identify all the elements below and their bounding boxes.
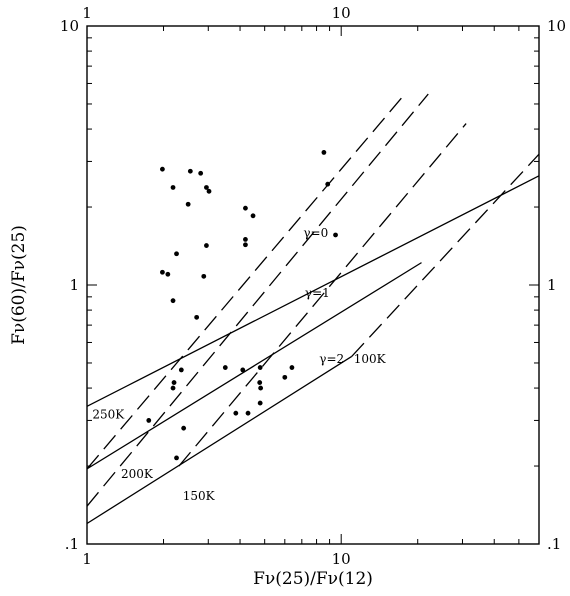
x-tick-label-bottom: 1 xyxy=(82,550,92,568)
y-tick-label-right: 1 xyxy=(547,276,557,294)
data-point xyxy=(170,185,176,190)
data-point xyxy=(194,314,200,320)
data-point xyxy=(325,181,331,187)
data-point xyxy=(222,365,228,370)
x-axis-title: Fν(25)/Fν(12) xyxy=(253,569,373,589)
temperature-label: 250K xyxy=(92,408,125,422)
data-point xyxy=(257,365,263,370)
data-point xyxy=(174,455,179,461)
data-point xyxy=(245,410,251,416)
data-point xyxy=(174,251,179,257)
data-point xyxy=(289,365,295,370)
data-point xyxy=(321,150,327,155)
temperature-line xyxy=(87,93,429,507)
data-points xyxy=(146,150,338,461)
x-tick-label-top: 1 xyxy=(82,4,92,22)
data-point xyxy=(282,374,288,380)
data-point xyxy=(243,242,248,248)
temperature-label: 150K xyxy=(183,489,216,503)
y-tick-label-right: 10 xyxy=(547,17,566,35)
data-point xyxy=(257,380,263,385)
data-point xyxy=(160,269,165,275)
y-tick-label-left: 10 xyxy=(60,17,79,35)
data-point xyxy=(170,385,176,391)
y-tick-label-left: 1 xyxy=(69,276,79,294)
temperature-line xyxy=(351,153,539,357)
temperature-line xyxy=(87,93,406,470)
y-tick-label-left: .1 xyxy=(65,535,79,553)
gamma-line xyxy=(87,262,422,470)
data-point xyxy=(185,201,191,207)
data-point xyxy=(206,188,212,194)
data-point xyxy=(181,425,187,431)
data-point xyxy=(243,205,248,211)
model-lines xyxy=(87,93,539,525)
gamma-label: γ=0 xyxy=(303,226,328,240)
x-tick-label-bottom: 10 xyxy=(332,550,351,568)
data-point xyxy=(258,385,264,391)
data-point xyxy=(204,185,209,190)
gamma-label: γ=2 xyxy=(319,352,344,366)
gamma-line xyxy=(87,355,353,525)
data-point xyxy=(233,410,239,416)
gamma-line xyxy=(87,175,539,407)
gamma-label: γ=1 xyxy=(305,286,330,300)
data-point xyxy=(333,232,338,238)
data-point xyxy=(201,273,207,279)
axis-ticks xyxy=(86,25,540,545)
data-point xyxy=(178,367,184,373)
data-point xyxy=(198,170,204,176)
data-point xyxy=(257,400,263,406)
x-tick-label-top: 10 xyxy=(332,4,351,22)
y-tick-label-right: .1 xyxy=(547,535,561,553)
data-point xyxy=(250,213,256,219)
data-point xyxy=(243,236,248,242)
data-point xyxy=(165,271,171,277)
data-point xyxy=(187,168,193,174)
data-point xyxy=(240,367,246,373)
data-point xyxy=(146,418,152,423)
data-point xyxy=(170,298,176,304)
temperature-line xyxy=(178,123,467,467)
data-point xyxy=(204,243,209,248)
y-axis-title: Fν(60)/Fν(25) xyxy=(9,225,29,345)
temperature-label: 100K xyxy=(354,352,387,366)
data-point xyxy=(171,380,177,385)
data-point xyxy=(160,166,165,172)
temperature-label: 200K xyxy=(121,467,154,481)
line-annotations: γ=0 γ=1 γ=2 250K 200K 150K 100K xyxy=(92,226,386,503)
